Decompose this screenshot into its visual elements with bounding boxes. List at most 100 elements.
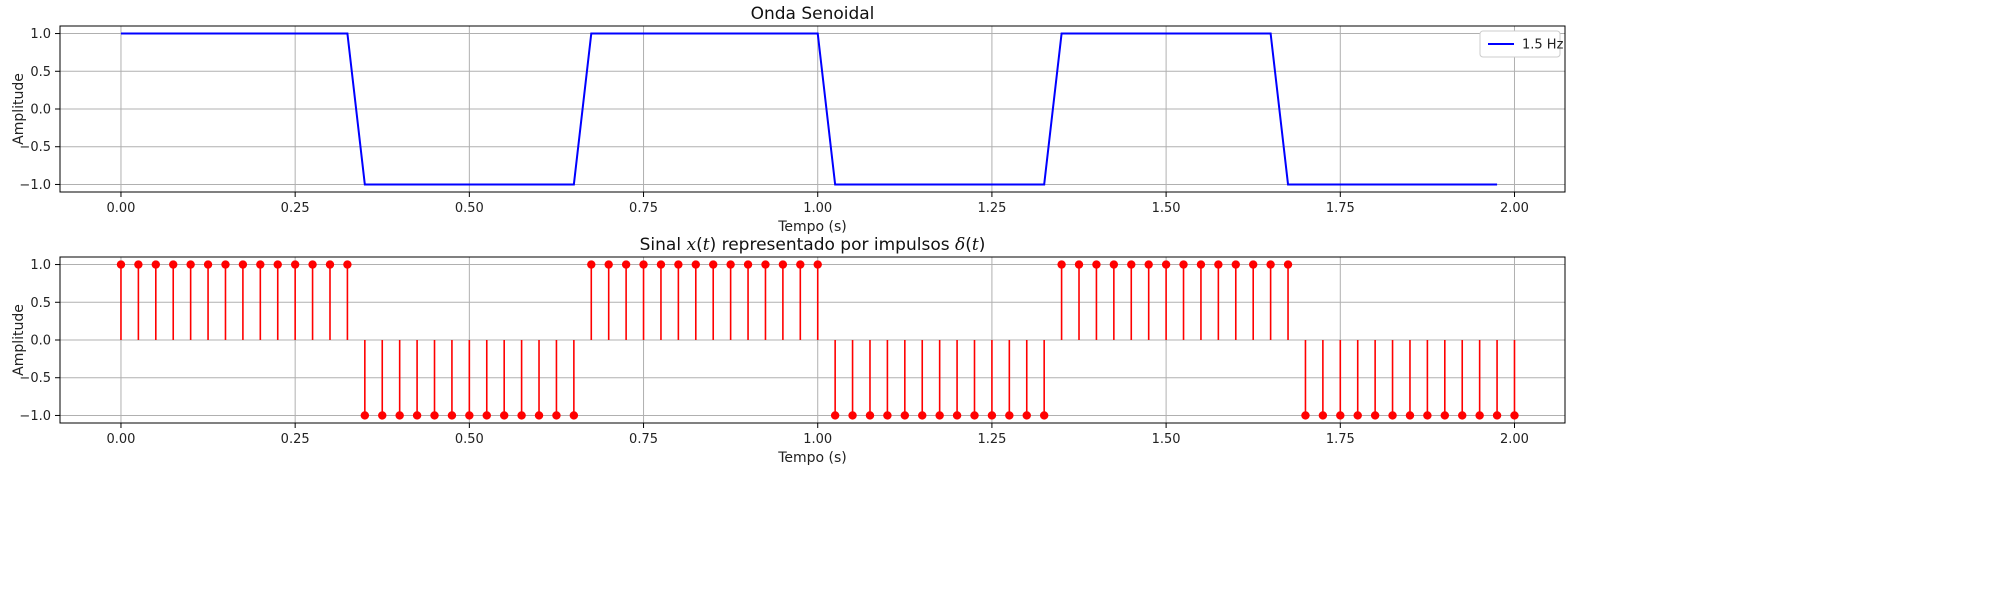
stem-marker [691, 260, 700, 269]
stem-marker [1301, 411, 1310, 420]
stem-marker [865, 411, 875, 420]
stem-marker [1144, 260, 1153, 269]
y-tick-label: −0.5 [19, 371, 51, 386]
stem-marker [151, 260, 161, 269]
x-tick-label: 0.00 [106, 432, 135, 447]
stem-marker [1440, 411, 1450, 420]
x-tick-label: 0.25 [281, 432, 310, 447]
stem-marker [238, 260, 248, 269]
stem-marker [1057, 260, 1066, 269]
y-tick-label: 1.0 [30, 27, 51, 42]
stem-marker [1458, 411, 1467, 420]
x-tick-label: 1.25 [977, 432, 1006, 447]
series-line [120, 32, 1498, 186]
stem-marker [1388, 411, 1397, 420]
x-tick-label: 0.75 [629, 201, 658, 216]
y-tick-label: 0.0 [30, 334, 51, 349]
stem-marker [883, 411, 892, 420]
stem-marker [412, 411, 422, 420]
stem-marker [1405, 411, 1415, 420]
x-tick-label: 0.25 [281, 201, 310, 216]
y-tick-label: 1.0 [30, 258, 51, 273]
impulse-stems [116, 260, 1519, 420]
stem-marker [604, 260, 613, 269]
title-part: ) representado por impulsos [710, 235, 955, 255]
stem-marker [656, 260, 666, 269]
title-part: ( [696, 235, 703, 255]
stem-marker [378, 411, 387, 420]
y-tick-label: −1.0 [19, 409, 51, 424]
grid [60, 257, 1565, 423]
stem-marker [935, 411, 944, 420]
stem-marker [1249, 260, 1258, 269]
y-tick-label: 0.0 [30, 103, 51, 118]
stem-marker [587, 260, 596, 269]
legend: 1.5 Hz [1479, 30, 1564, 58]
stem-marker [534, 411, 544, 420]
y-axis-label: Amplitude [11, 73, 27, 145]
stem-marker [203, 260, 213, 269]
stem-marker [1092, 260, 1101, 269]
stem-marker [273, 260, 282, 269]
stem-marker [256, 260, 265, 269]
stem-marker [1510, 411, 1519, 420]
stem-marker [1127, 260, 1136, 269]
stem-marker [1179, 260, 1188, 269]
stem-marker [796, 260, 805, 269]
stem-marker [552, 411, 561, 420]
legend-box [1479, 30, 1561, 58]
x-tick-label: 1.50 [1152, 432, 1181, 447]
stem-marker [1318, 411, 1328, 420]
stem-marker [465, 411, 474, 420]
stem-marker [325, 260, 335, 269]
stem-marker [987, 411, 997, 420]
stem-marker [1266, 260, 1275, 269]
stem-marker [1353, 411, 1362, 420]
impulse-chart: Sinal x(t) representado por impulsos δ(t… [11, 235, 1566, 466]
stem-marker [621, 260, 631, 269]
stem-marker [1005, 411, 1014, 420]
stem-marker [343, 260, 352, 269]
y-tick-label: 0.5 [30, 65, 51, 80]
stem-marker [761, 260, 770, 269]
grid [60, 26, 1565, 192]
stem-marker [169, 260, 178, 269]
title-part: δ [955, 235, 965, 255]
stem-marker [970, 411, 979, 420]
stem-marker [1214, 260, 1223, 269]
stem-marker [1161, 260, 1171, 269]
x-tick-label: 0.50 [455, 201, 484, 216]
chart-title: Onda Senoidal [751, 4, 875, 24]
stem-marker [726, 260, 735, 269]
y-axis-ticks: 1.0 0.5 0.0 −0.5 −1.0 [19, 27, 60, 193]
x-tick-label: 0.50 [455, 432, 484, 447]
stem-marker [290, 260, 300, 269]
stem-marker [517, 411, 526, 420]
stem-marker [674, 260, 683, 269]
stem-marker [186, 260, 195, 269]
stem-marker [1022, 411, 1031, 420]
stem-marker [116, 260, 126, 269]
stem-marker [1196, 260, 1206, 269]
x-tick-label: 1.00 [803, 201, 832, 216]
y-tick-label: −0.5 [19, 140, 51, 155]
sine-wave-chart: Onda Senoidal 0.00 0.25 0.50 0.75 1.00 1.25 1.… [11, 4, 1566, 235]
stem-marker [900, 411, 910, 420]
x-tick-label: 0.75 [629, 432, 658, 447]
x-axis-label: Tempo (s) [777, 219, 847, 235]
y-axis-label: Amplitude [11, 304, 27, 376]
y-tick-label: −1.0 [19, 178, 51, 193]
stem-marker [639, 260, 648, 269]
x-tick-label: 1.25 [977, 201, 1006, 216]
stem-marker [447, 411, 457, 420]
legend-entry-label: 1.5 Hz [1522, 38, 1564, 53]
x-tick-label: 0.00 [106, 201, 135, 216]
x-axis-ticks: 0.00 0.25 0.50 0.75 1.00 1.25 1.50 1.75 2.00 [106, 423, 1529, 447]
title-part: ( [965, 235, 972, 255]
stem-marker [1492, 411, 1502, 420]
title-part: Sinal [640, 235, 687, 255]
stem-marker [360, 411, 370, 420]
stem-marker [952, 411, 962, 420]
stem-marker [1109, 260, 1119, 269]
